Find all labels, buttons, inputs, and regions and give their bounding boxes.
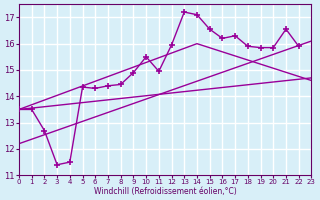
X-axis label: Windchill (Refroidissement éolien,°C): Windchill (Refroidissement éolien,°C) xyxy=(94,187,236,196)
